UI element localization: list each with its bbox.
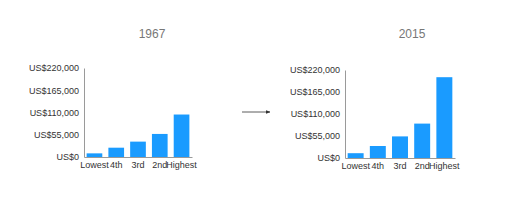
tick-label: US$110,000	[291, 109, 340, 119]
tick-label: 2nd	[152, 160, 167, 170]
bar	[436, 77, 452, 158]
bar	[152, 134, 168, 157]
tick-label: US$165,000	[29, 86, 79, 96]
tick: 2nd	[415, 158, 430, 171]
tick-label: US$55,000	[295, 131, 340, 141]
tick-label: Lowest	[80, 160, 109, 170]
tick: 3rd	[393, 158, 406, 171]
x-axis: Lowest4th 3rd 2ndHighest	[80, 157, 197, 170]
tick-label: 4th	[110, 160, 123, 170]
tick-label: US$0	[317, 153, 340, 163]
tick-label: US$220,000	[290, 65, 340, 75]
tick-label: US$220,000	[29, 63, 79, 73]
title: 2015	[399, 27, 426, 41]
tick: 3rd	[131, 157, 144, 170]
tick: 4th	[372, 158, 385, 171]
tick-label: 3rd	[393, 161, 406, 171]
axis-line	[345, 71, 346, 159]
tick-label: 4th	[372, 161, 385, 171]
tick: US$55,000	[34, 130, 84, 140]
canvas: US$0 US$55,000 US$110,000 US$165,000 US$220,…	[0, 0, 512, 211]
tick: Highest	[429, 158, 460, 171]
y-axis: US$0 US$55,000 US$110,000 US$165,000 US$220,…	[290, 65, 346, 163]
tick: Highest	[166, 157, 197, 170]
tick: Lowest	[80, 157, 109, 170]
tick-label: 2nd	[415, 161, 430, 171]
tick: US$165,000	[290, 87, 345, 97]
tick: US$220,000	[29, 63, 84, 73]
tick: US$165,000	[29, 86, 84, 96]
tick-label: Lowest	[341, 161, 370, 171]
tick-label: Highest	[429, 161, 460, 171]
bar	[348, 153, 364, 158]
arrow	[242, 112, 270, 113]
title: 1967	[139, 27, 166, 41]
tick: 4th	[110, 157, 123, 170]
tick-label: US$0	[56, 152, 79, 162]
chart: US$0 US$55,000 US$110,000 US$165,000 US$220,…	[290, 27, 460, 171]
bar	[414, 124, 430, 158]
bar	[174, 115, 190, 157]
tick: US$220,000	[290, 65, 345, 75]
axis-line	[85, 157, 193, 158]
tick: US$110,000	[291, 109, 345, 119]
axis-line	[84, 69, 85, 158]
tick: 2nd	[152, 157, 167, 170]
x-axis: Lowest4th 3rd 2ndHighest	[341, 158, 460, 171]
bars	[348, 77, 453, 158]
bar	[392, 136, 408, 158]
bar	[130, 142, 146, 157]
tick-label: US$165,000	[290, 87, 340, 97]
tick: US$55,000	[295, 131, 345, 141]
bars	[87, 115, 190, 157]
tick-label: US$110,000	[30, 108, 79, 118]
tick-label: 3rd	[131, 160, 144, 170]
bar	[87, 153, 103, 157]
tick: US$110,000	[30, 108, 84, 118]
bar	[370, 146, 386, 158]
tick-label: Highest	[166, 160, 197, 170]
chart: US$0 US$55,000 US$110,000 US$165,000 US$220,…	[29, 27, 197, 170]
tick: Lowest	[341, 158, 370, 171]
bar	[108, 148, 124, 157]
tick-label: US$55,000	[34, 130, 79, 140]
axis-line	[346, 158, 456, 159]
y-axis: US$0 US$55,000 US$110,000 US$165,000 US$220,…	[29, 63, 85, 162]
